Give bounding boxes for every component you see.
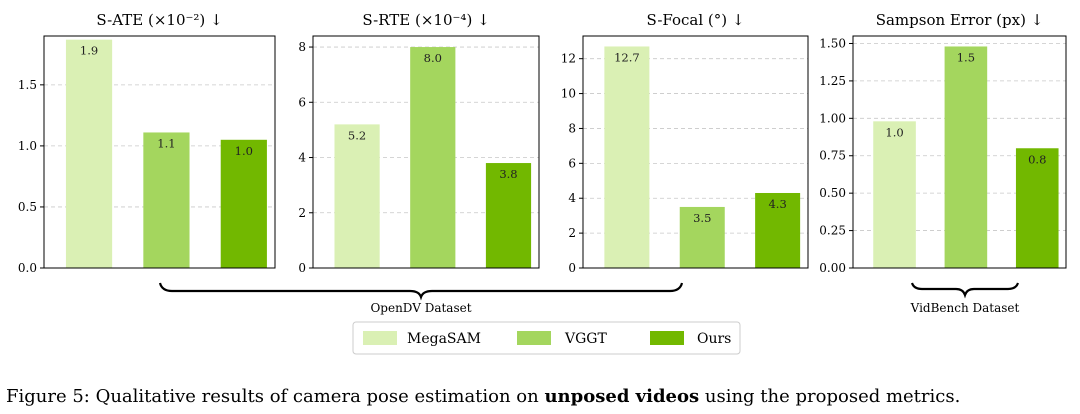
bar-vggt xyxy=(410,47,456,268)
y-tick-label: 1.25 xyxy=(819,74,846,88)
chart-panel-1: 1.9 1.1 1.0 0.0 0.5 1.0 1.5 S-ATE (×10⁻²) ↓ xyxy=(18,11,276,275)
bar-value-label: 3.5 xyxy=(693,211,711,225)
vidbench-brace xyxy=(910,282,1020,299)
legend-label-vggt: VGGT xyxy=(564,331,607,347)
caption-suffix: using the proposed metrics. xyxy=(699,386,961,407)
y-tick-label: 10 xyxy=(561,87,576,101)
y-tick-label: 0.75 xyxy=(819,149,846,163)
figure-canvas: 1.9 1.1 1.0 0.0 0.5 1.0 1.5 S-ATE (×10⁻²) ↓ 5.2 8… xyxy=(18,11,1067,355)
bar-value-label: 0.8 xyxy=(1028,152,1046,166)
legend-label-ours: Ours xyxy=(697,331,731,347)
y-tick-label: 2 xyxy=(568,226,576,240)
y-tick-label: 0.0 xyxy=(18,261,37,275)
bar-value-label: 12.7 xyxy=(614,50,640,64)
chart-title: Sampson Error (px) ↓ xyxy=(876,11,1044,29)
bar-ours xyxy=(755,192,801,268)
y-tick-label: 1.5 xyxy=(18,78,37,92)
chart-title: S-RTE (×10⁻⁴) ↓ xyxy=(362,11,489,29)
bar-vggt xyxy=(679,206,725,268)
y-tick-label: 0 xyxy=(568,261,576,275)
chart-panel-3: 12.7 3.5 4.3 0 2 4 6 8 10 12 S-Focal (°) ↓ xyxy=(561,11,809,275)
chart-panel-2: 5.2 8.0 3.8 0 2 4 6 8 S-RTE (×10⁻⁴) ↓ xyxy=(298,11,540,275)
bar-value-label: 3.8 xyxy=(499,167,517,181)
y-tick-label: 0.00 xyxy=(819,261,846,275)
y-tick-label: 2 xyxy=(298,206,306,220)
bar-megasam xyxy=(873,121,916,268)
legend: MegaSAM VGGT Ours xyxy=(352,321,741,355)
chart-title: S-Focal (°) ↓ xyxy=(647,11,745,29)
bar-value-label: 1.9 xyxy=(80,44,98,58)
legend-label-megasam: MegaSAM xyxy=(407,331,481,347)
bar-ours xyxy=(485,163,532,268)
axes-frame xyxy=(43,35,276,269)
opendv-brace xyxy=(158,282,684,301)
caption-prefix: Figure 5: Qualitative results of camera … xyxy=(6,386,545,407)
bar-value-label: 4.3 xyxy=(768,197,786,211)
y-tick-label: 1.0 xyxy=(18,139,37,153)
axes-frame xyxy=(312,35,540,269)
bar-value-label: 1.0 xyxy=(885,125,903,139)
bar-value-label: 8.0 xyxy=(424,51,442,65)
bar-ours xyxy=(1015,148,1059,268)
y-tick-label: 6 xyxy=(568,156,576,170)
bar-vggt xyxy=(944,46,988,269)
y-tick-label: 0.5 xyxy=(18,200,37,214)
bar-value-label: 1.1 xyxy=(157,136,175,150)
opendv-label: OpenDV Dataset xyxy=(370,301,471,315)
y-tick-label: 1.50 xyxy=(819,36,846,50)
y-tick-label: 8 xyxy=(568,121,576,135)
bar-megasam xyxy=(65,39,113,268)
bar-value-label: 1.0 xyxy=(235,144,253,158)
chart-title: S-ATE (×10⁻²) ↓ xyxy=(96,11,222,29)
legend-swatch-megasam xyxy=(363,331,397,345)
legend-swatch-vggt xyxy=(517,331,551,345)
y-tick-label: 0.25 xyxy=(819,224,846,238)
y-tick-label: 4 xyxy=(568,191,576,205)
bar-megasam xyxy=(604,46,650,269)
y-tick-label: 4 xyxy=(298,151,306,165)
y-tick-label: 12 xyxy=(561,52,576,66)
figure-caption: Figure 5: Qualitative results of camera … xyxy=(6,386,960,407)
bar-megasam xyxy=(334,124,380,268)
y-tick-label: 0.50 xyxy=(819,186,846,200)
y-tick-label: 0 xyxy=(298,261,306,275)
axes-frame xyxy=(582,35,809,269)
caption-bold: unposed videos xyxy=(544,386,700,407)
bar-value-label: 5.2 xyxy=(348,128,366,142)
legend-swatch-ours xyxy=(650,331,684,345)
axes-frame xyxy=(852,35,1067,269)
y-tick-label: 1.00 xyxy=(819,111,846,125)
y-tick-label: 8 xyxy=(298,40,306,54)
y-tick-label: 6 xyxy=(298,95,306,109)
chart-panel-4: 1.0 1.5 0.8 0.00 0.25 0.50 0.75 1.00 1.25 1.50 Sam… xyxy=(819,11,1067,275)
bar-ours xyxy=(220,139,267,268)
vidbench-label: VidBench Dataset xyxy=(910,301,1020,315)
bar-vggt xyxy=(143,132,190,268)
bar-value-label: 1.5 xyxy=(957,50,975,64)
